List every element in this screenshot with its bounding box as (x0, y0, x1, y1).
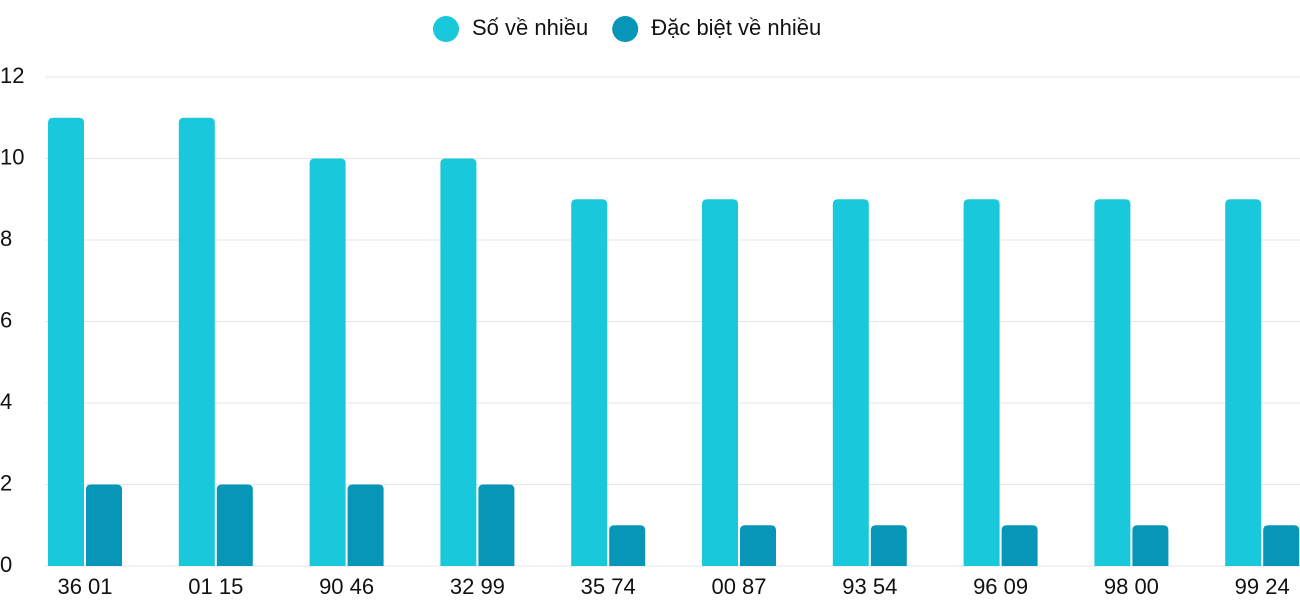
bar (86, 484, 122, 566)
bar (1132, 525, 1169, 566)
bar (309, 158, 346, 566)
bar (48, 117, 84, 566)
y-tick-label: 2 (0, 470, 12, 495)
x-tick-label: 99 24 (1235, 574, 1290, 599)
y-tick-label: 6 (0, 307, 12, 332)
y-tick-label: 4 (0, 389, 12, 414)
x-tick-label: 01 15 (188, 574, 243, 599)
y-tick-label: 0 (0, 552, 12, 577)
bar (740, 525, 776, 566)
x-tick-label: 35 74 (581, 574, 636, 599)
x-tick-label: 96 09 (973, 574, 1028, 599)
x-tick-label: 36 01 (57, 574, 112, 599)
bar (702, 199, 738, 566)
x-tick-label: 98 00 (1104, 574, 1159, 599)
legend-marker (433, 16, 459, 42)
bar (609, 525, 646, 566)
bar (440, 158, 477, 566)
bar (478, 484, 515, 566)
bar (347, 484, 384, 566)
x-tick-label: 93 54 (842, 574, 897, 599)
x-tick-label: 90 46 (319, 574, 374, 599)
bar (1094, 199, 1131, 566)
legend-marker (612, 16, 639, 42)
bar (178, 117, 215, 566)
legend-label: Đặc biệt về nhiều (651, 15, 821, 40)
y-tick-label: 10 (0, 144, 24, 169)
bar (832, 199, 869, 566)
y-tick-label: 12 (0, 63, 24, 88)
bar (1225, 199, 1262, 566)
bar (1263, 525, 1300, 566)
bar (963, 199, 1000, 566)
x-tick-label: 32 99 (450, 574, 505, 599)
legend-label: Số về nhiều (472, 15, 588, 40)
y-tick-label: 8 (0, 226, 12, 251)
bar (870, 525, 907, 566)
bar (216, 484, 253, 566)
bar (1001, 525, 1038, 566)
x-tick-label: 00 87 (711, 574, 766, 599)
bar (571, 199, 608, 566)
